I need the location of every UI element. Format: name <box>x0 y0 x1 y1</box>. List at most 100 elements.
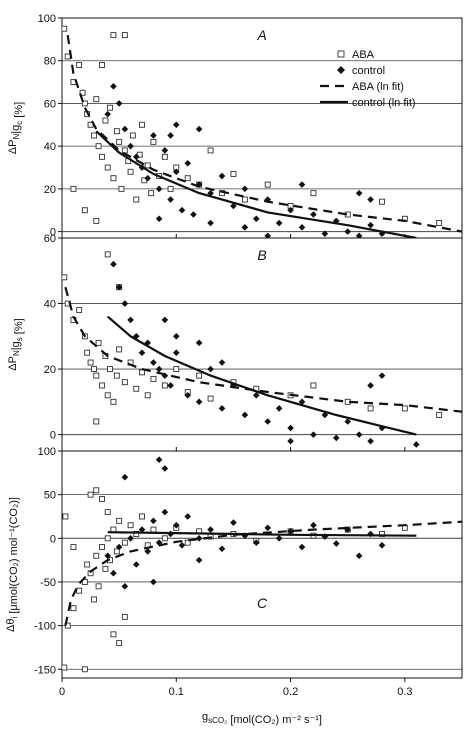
point-control <box>264 524 272 532</box>
point-control <box>275 535 283 542</box>
point-aba <box>102 565 109 572</box>
point-aba <box>91 596 97 603</box>
point-aba <box>70 605 77 612</box>
panel-C: -150 -100 -50 0 50 100 Δθi [μmol(CO₂) mol⁻¹(CO… <box>5 446 463 726</box>
point-control <box>252 539 260 546</box>
point-control <box>195 398 203 406</box>
point-aba <box>121 539 128 546</box>
point-control <box>178 206 186 214</box>
point-aba <box>62 25 68 32</box>
point-aba <box>167 185 174 192</box>
point-control <box>321 230 329 238</box>
point-control <box>155 365 163 373</box>
point-aba <box>81 666 88 673</box>
point-aba <box>99 62 105 68</box>
panel-B: 0 20 40 60 ΔPN|gs [%] B <box>7 233 463 452</box>
point-control <box>132 333 140 340</box>
y-tick-label: 100 <box>38 446 56 458</box>
point-control <box>161 316 169 324</box>
point-control <box>230 382 237 389</box>
point-aba <box>184 539 191 546</box>
point-aba <box>110 398 117 405</box>
point-aba <box>116 138 123 145</box>
plot-area-A <box>62 25 462 238</box>
point-control <box>121 300 129 307</box>
point-aba <box>144 392 151 399</box>
y-tick-label: 0 <box>50 533 56 545</box>
point-aba <box>133 196 140 203</box>
y-tick-label: 60 <box>44 233 56 245</box>
point-control <box>310 521 317 529</box>
point-aba <box>150 375 157 382</box>
point-aba <box>91 132 97 139</box>
panel-label: A <box>256 27 266 43</box>
point-control <box>172 521 180 529</box>
point-control <box>344 228 352 235</box>
x-tick-label: 0.2 <box>283 686 298 698</box>
point-control <box>218 545 226 553</box>
point-control <box>161 465 169 472</box>
point-control <box>367 221 374 229</box>
point-control <box>138 349 146 356</box>
point-control <box>287 206 294 214</box>
point-control <box>207 526 214 533</box>
y-axis-label: ΔPN|gs [%] <box>7 318 25 370</box>
point-aba <box>161 535 168 542</box>
point-control <box>110 260 117 268</box>
point-aba <box>104 164 111 171</box>
y-tick-label: 40 <box>44 299 56 311</box>
point-aba <box>93 418 100 425</box>
point-aba <box>107 104 113 111</box>
point-control <box>332 540 340 547</box>
point-control <box>298 224 306 231</box>
point-control <box>218 172 226 180</box>
x-tick-label: 0 <box>59 686 65 698</box>
point-aba <box>95 143 102 150</box>
point-aba <box>207 395 214 402</box>
point-aba <box>133 385 140 392</box>
point-control <box>241 224 249 231</box>
point-aba <box>81 579 88 585</box>
point-aba <box>116 640 123 647</box>
point-aba <box>241 196 248 203</box>
plot-layer: 0 20 40 60 80 100 ΔPN|gc [%] A ABA control ABA (ln… <box>5 13 463 726</box>
point-aba <box>121 379 128 386</box>
point-control <box>132 153 140 161</box>
point-control <box>195 125 203 133</box>
point-control <box>321 533 329 540</box>
point-control <box>241 185 249 193</box>
point-control <box>241 411 249 419</box>
point-aba <box>107 366 113 373</box>
x-tick-label: 0.1 <box>169 686 184 698</box>
point-aba <box>150 138 157 145</box>
point-control <box>184 391 192 399</box>
y-tick-label: -100 <box>34 621 56 633</box>
point-aba <box>401 405 408 412</box>
point-aba <box>116 346 123 353</box>
point-aba <box>129 132 136 139</box>
point-control <box>355 189 363 197</box>
point-aba <box>62 664 68 671</box>
y-tick-label: 0 <box>50 227 56 239</box>
point-aba <box>110 175 117 182</box>
point-aba <box>104 535 111 542</box>
point-control <box>332 434 340 442</box>
point-aba <box>64 53 71 60</box>
point-aba <box>207 147 214 154</box>
point-aba <box>230 170 237 177</box>
y-tick-label: 20 <box>44 364 56 376</box>
fit-line-aba <box>64 520 462 626</box>
point-control <box>161 508 169 516</box>
point-control <box>287 528 294 535</box>
point-aba <box>379 198 385 205</box>
point-control <box>144 174 152 182</box>
point-aba <box>196 372 203 379</box>
point-aba <box>76 307 83 314</box>
point-control <box>172 121 180 129</box>
point-control <box>167 196 174 203</box>
point-control <box>150 132 157 139</box>
point-aba <box>87 359 94 366</box>
point-aba <box>144 162 151 169</box>
point-aba <box>104 392 111 399</box>
point-control <box>172 168 180 176</box>
